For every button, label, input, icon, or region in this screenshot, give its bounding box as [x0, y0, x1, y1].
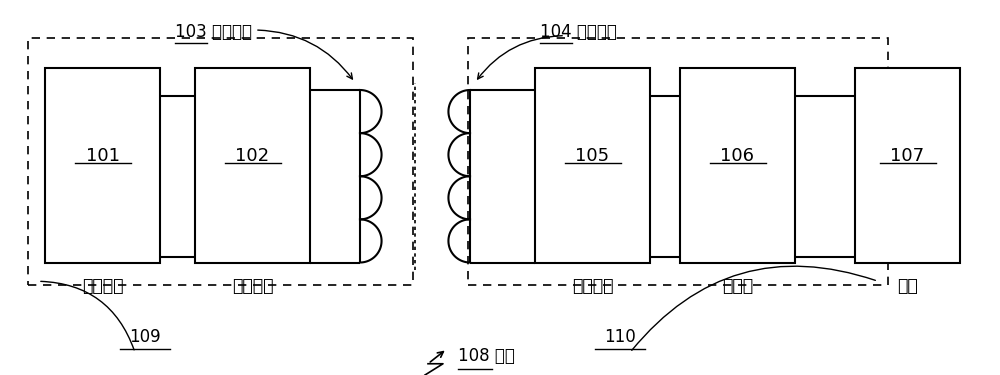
- Text: 补偿网络: 补偿网络: [572, 278, 613, 296]
- Bar: [28, 38, 413, 285]
- Bar: [468, 38, 888, 285]
- Text: 103 发射线圈: 103 发射线圈: [175, 22, 252, 40]
- Text: 109: 109: [129, 328, 161, 346]
- Bar: [45, 68, 160, 262]
- Text: 101: 101: [86, 147, 120, 165]
- Text: 驱动电源: 驱动电源: [82, 278, 123, 296]
- Text: 107: 107: [890, 147, 925, 165]
- Text: 110: 110: [604, 328, 636, 346]
- Text: 105: 105: [575, 147, 610, 165]
- Text: 104 接收线圈: 104 接收线圈: [540, 22, 617, 40]
- Bar: [855, 68, 960, 262]
- Text: 负载: 负载: [897, 278, 918, 296]
- Text: 补偿网络: 补偿网络: [232, 278, 273, 296]
- Text: 整流器: 整流器: [722, 278, 753, 296]
- Bar: [535, 68, 650, 262]
- Bar: [680, 68, 795, 262]
- Text: 106: 106: [720, 147, 755, 165]
- Text: 108 气隙: 108 气隙: [458, 347, 515, 365]
- Bar: [195, 68, 310, 262]
- Text: 102: 102: [235, 147, 270, 165]
